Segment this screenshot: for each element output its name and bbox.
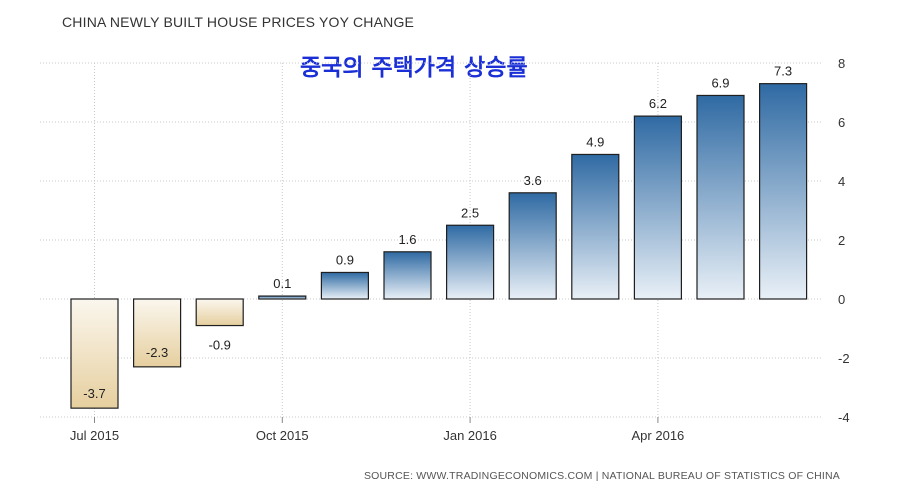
y-tick-label: 0 [838,292,845,307]
x-tick-label: Oct 2015 [256,428,309,443]
data-label: 0.1 [273,276,291,291]
x-tick-label: Jul 2015 [70,428,119,443]
data-label: 6.9 [711,75,729,90]
bar [195,298,244,327]
bar [446,224,495,300]
data-label: 3.6 [524,173,542,188]
chart-source: SOURCE: WWW.TRADINGECONOMICS.COM | NATIO… [363,470,840,482]
data-label: -3.7 [83,386,105,401]
data-labels: -3.7 -2.3 -0.9 0.1 0.9 1.6 2.5 3.6 4.9 6.2 6.9 7.3 [83,64,792,401]
data-label: 6.2 [649,96,667,111]
chart-subtitle: 중국의 주택가격 상승률 [300,55,528,81]
x-tick-label: Jan 2016 [443,428,497,443]
data-label: 7.3 [774,64,792,79]
bar [758,83,808,300]
y-tick-label: -2 [838,351,850,366]
bar [320,271,369,300]
data-label: -2.3 [146,345,168,360]
x-tick-label: Apr 2016 [632,428,685,443]
data-label: 1.6 [398,232,416,247]
chart-title: CHINA NEWLY BUILT HOUSE PRICES YOY CHANG… [62,14,415,30]
data-label: 2.5 [461,205,479,220]
y-tick-label: 4 [838,174,845,189]
bar [258,295,307,300]
y-tick-label: 8 [838,56,845,71]
x-axis: Jul 2015 Oct 2015 Jan 2016 Apr 2016 [70,417,684,443]
bar [508,192,557,300]
data-label: 4.9 [586,134,604,149]
bar [133,298,182,368]
y-axis: -4 -2 0 2 4 6 8 [838,56,850,425]
y-tick-label: -4 [838,410,850,425]
data-label: -0.9 [208,338,230,353]
bar [383,251,432,300]
data-label: 0.9 [336,252,354,267]
bar [571,153,620,300]
bar [70,298,119,409]
bar [633,115,683,300]
bar [696,94,745,300]
y-tick-label: 2 [838,233,845,248]
bars [70,83,808,409]
y-tick-label: 6 [838,115,845,130]
